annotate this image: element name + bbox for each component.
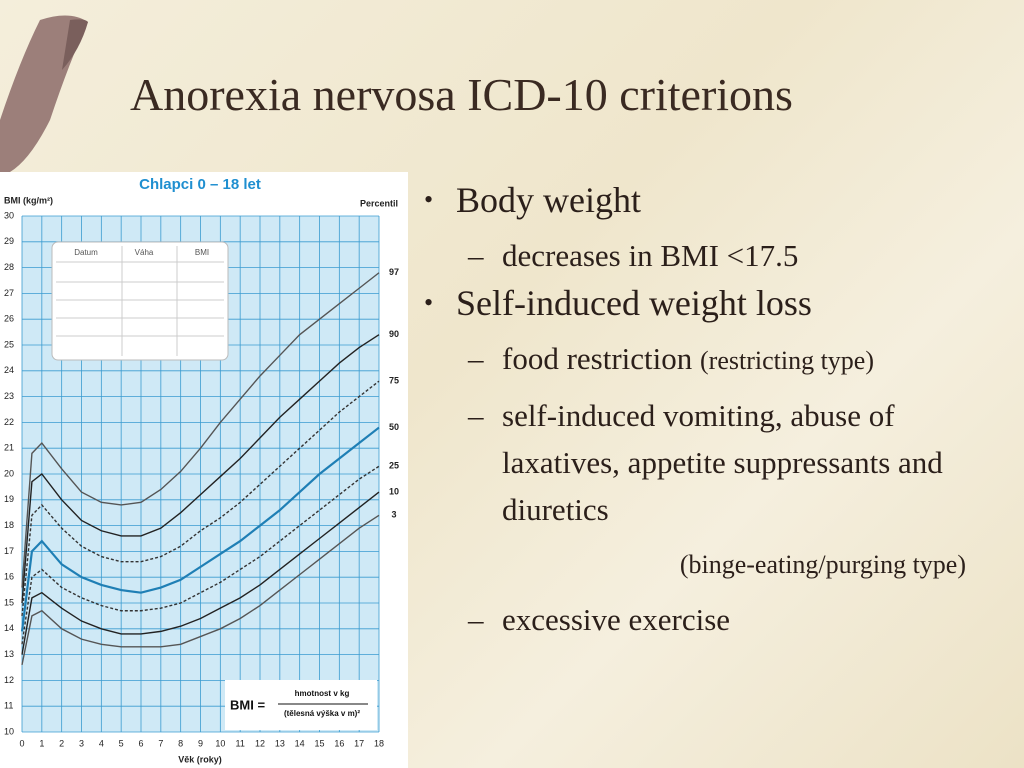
x-tick-label: 5 — [119, 738, 124, 748]
y-tick-label: 21 — [4, 443, 14, 453]
legend-label: 25 — [389, 461, 399, 471]
percentile-line — [21, 334, 380, 604]
formula-numerator: hmotnost v kg — [295, 689, 350, 698]
x-tick-label: 10 — [215, 738, 225, 748]
y-tick-label: 14 — [4, 623, 14, 633]
y-tick-label: 11 — [4, 701, 13, 711]
y-tick-label: 13 — [4, 649, 14, 659]
x-tick-label: 17 — [354, 738, 364, 748]
bullet: Body weight — [420, 176, 1010, 224]
legend-label: 50 — [389, 422, 399, 432]
x-tick-label: 18 — [374, 738, 384, 748]
sub-bullet-note: (binge-eating/purging type) — [679, 550, 966, 579]
bullet-list: Body weight decreases in BMI <17.5 Self-in… — [420, 176, 1010, 643]
x-tick-label: 9 — [198, 738, 203, 748]
flower-tip — [62, 19, 88, 70]
x-tick-label: 4 — [99, 738, 104, 748]
y-tick-label: 10 — [4, 726, 14, 736]
legend-label: 3 — [391, 510, 396, 520]
bullet: Self-induced weight loss — [420, 279, 1010, 327]
y-tick-label: 27 — [4, 288, 14, 298]
table-header: Datum — [74, 248, 98, 257]
slide-title: Anorexia nervosa ICD-10 criterions — [130, 69, 793, 120]
x-tick-label: 14 — [295, 738, 305, 748]
y-tick-label: 12 — [4, 675, 14, 685]
y-tick-label: 17 — [4, 546, 14, 556]
x-tick-label: 3 — [79, 738, 84, 748]
formula-left: BMI = — [230, 697, 265, 712]
percentile-line — [21, 491, 380, 655]
x-tick-label: 15 — [314, 738, 324, 748]
legend-title: Percentil — [360, 198, 398, 208]
y-tick-label: 26 — [4, 314, 14, 324]
x-tick-label: 0 — [19, 738, 24, 748]
percentile-line — [21, 380, 380, 616]
y-tick-label: 23 — [4, 391, 14, 401]
percentile-line — [20, 426, 380, 632]
legend-label: 97 — [389, 267, 399, 277]
record-table — [51, 241, 229, 361]
x-tick-label: 13 — [275, 738, 285, 748]
y-tick-label: 30 — [4, 210, 14, 220]
formula-denominator: (tělesná výška v m)² — [284, 709, 360, 718]
x-tick-label: 2 — [59, 738, 64, 748]
x-axis-label: Věk (roky) — [178, 754, 222, 764]
x-tick-label: 8 — [178, 738, 183, 748]
table-header: Váha — [135, 248, 154, 257]
y-tick-label: 18 — [4, 520, 14, 530]
y-tick-label: 29 — [4, 236, 14, 246]
chart-title: Chlapci 0 – 18 let — [139, 176, 261, 193]
y-tick-label: 28 — [4, 262, 14, 272]
sub-bullet-text: decreases in BMI <17.5 — [502, 238, 799, 273]
sub-bullet: self-induced vomiting, abuse of laxative… — [420, 392, 1010, 588]
legend-label: 75 — [389, 375, 399, 385]
x-tick-label: 16 — [334, 738, 344, 748]
percentile-line — [21, 465, 380, 645]
sub-bullet-text: excessive exercise — [502, 602, 731, 637]
percentile-line — [21, 514, 380, 666]
x-tick-label: 1 — [39, 738, 44, 748]
y-axis-label: BMI (kg/m²) — [4, 195, 53, 205]
y-tick-label: 19 — [4, 494, 14, 504]
y-tick-label: 24 — [4, 365, 14, 375]
sub-bullet-text: self-induced vomiting, abuse of laxative… — [502, 398, 943, 527]
y-tick-label: 16 — [4, 572, 14, 582]
y-tick-label: 15 — [4, 597, 14, 607]
percentile-line — [21, 272, 380, 588]
sub-bullet-note: (restricting type) — [700, 346, 875, 375]
sub-bullet: excessive exercise — [420, 596, 1010, 643]
x-tick-label: 7 — [158, 738, 163, 748]
y-tick-label: 20 — [4, 468, 14, 478]
x-tick-label: 6 — [138, 738, 143, 748]
legend-label: 10 — [389, 486, 399, 496]
sub-bullet: food restriction (restricting type) — [420, 335, 1010, 384]
legend-label: 90 — [389, 329, 399, 339]
sub-bullet-text: food restriction — [502, 341, 693, 376]
y-tick-label: 22 — [4, 417, 14, 427]
table-header: BMI — [195, 248, 209, 257]
formula-box — [225, 680, 377, 730]
sub-bullet: decreases in BMI <17.5 — [420, 232, 1010, 279]
x-tick-label: 12 — [255, 738, 265, 748]
y-tick-label: 25 — [4, 339, 14, 349]
x-tick-label: 11 — [235, 738, 244, 748]
